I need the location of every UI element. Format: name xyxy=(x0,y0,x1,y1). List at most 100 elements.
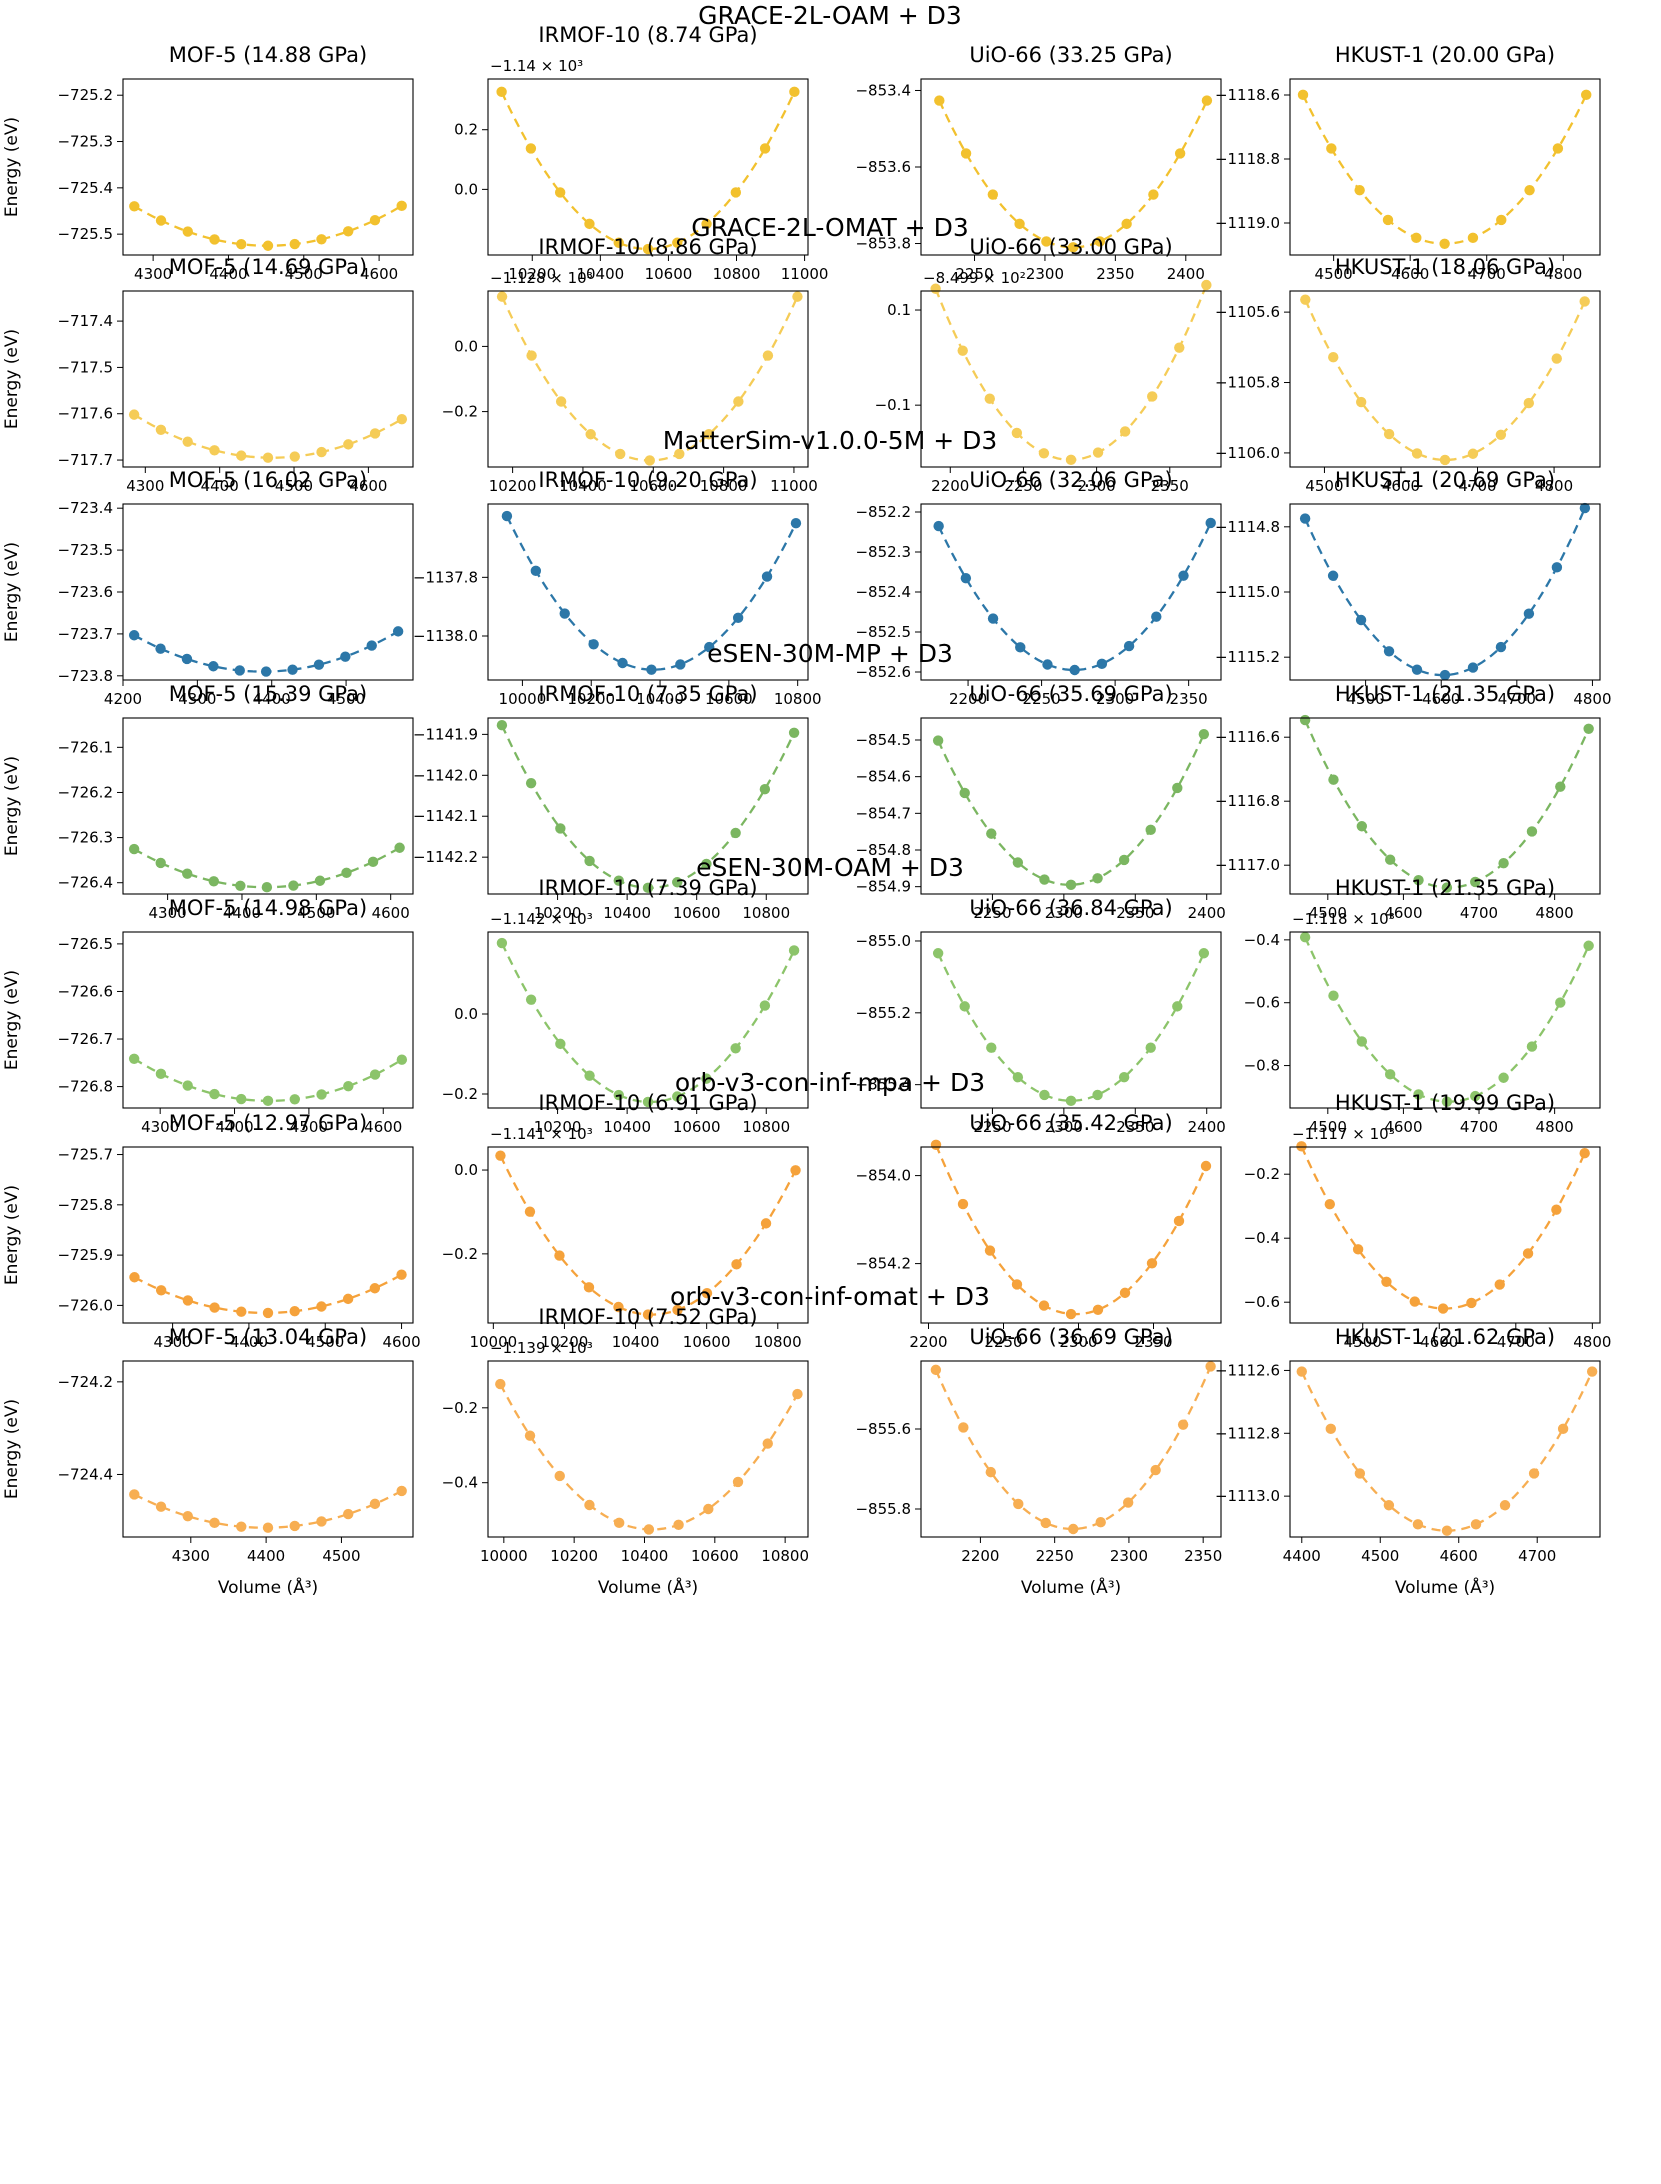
data-point xyxy=(1470,1090,1481,1102)
panel-title: HKUST-1 (21.35 GPa) xyxy=(1335,876,1555,900)
x-tick-label: 2400 xyxy=(1188,904,1226,922)
data-point xyxy=(1441,882,1453,893)
fit-curve xyxy=(500,91,796,251)
data-point xyxy=(341,867,352,879)
x-tick-label: 4600 xyxy=(1420,1333,1458,1351)
section-3: MatterSim-v1.0.0-5M + D3 MOF-5 (16.02 GPa… xyxy=(2,426,1612,708)
data-point xyxy=(701,1288,713,1299)
data-point xyxy=(530,565,542,577)
data-point xyxy=(701,218,712,230)
section-title: orb-v3-con-inf-mpa + D3 xyxy=(675,1068,985,1097)
panel: MOF-5 (15.39 GPa)4300 4400 4500 4600−726.4−… xyxy=(2,682,414,922)
x-tick-label: 4600 xyxy=(1422,690,1460,708)
data-point xyxy=(1150,1464,1161,1476)
y-tick-label: −854.8 xyxy=(855,841,911,859)
data-point xyxy=(933,520,944,532)
fit-curve xyxy=(133,413,403,459)
data-point xyxy=(367,856,379,868)
data-point xyxy=(644,455,655,466)
data-point xyxy=(584,218,595,230)
offset-label: −1.118 × 10³ xyxy=(1292,910,1395,928)
x-tick-label: 4800 xyxy=(1536,1118,1574,1136)
data-point xyxy=(1118,1072,1130,1083)
y-tick-label: −1105.6 xyxy=(1215,303,1280,321)
panel-title: MOF-5 (14.98 GPa) xyxy=(169,896,367,920)
x-tick-label: 10600 xyxy=(673,904,721,922)
data-point xyxy=(1328,990,1339,1001)
x-tick-label: 4500 xyxy=(1309,1118,1347,1136)
panel-title: IRMOF-10 (8.74 GPa) xyxy=(538,23,757,47)
plot-frame xyxy=(1289,931,1601,1109)
data-point xyxy=(1328,774,1339,785)
data-point xyxy=(1557,1423,1569,1435)
data-point xyxy=(1200,1160,1212,1172)
plot-frame xyxy=(1289,78,1601,256)
data-point xyxy=(674,448,685,460)
y-tick-label: −726.1 xyxy=(57,738,113,756)
fit-curve xyxy=(937,733,1205,886)
x-tick-label: 4600 xyxy=(1384,1118,1422,1136)
data-point xyxy=(155,643,166,654)
y-tick-label: −726.3 xyxy=(57,829,113,847)
data-point xyxy=(672,237,683,248)
y-tick-label: −724.4 xyxy=(57,1465,113,1483)
x-tick-label: 2350 xyxy=(1170,690,1208,708)
panel: MOF-5 (14.98 GPa)4300 4400 4500 4600−726.8−… xyxy=(2,896,414,1136)
data-point xyxy=(1148,189,1159,200)
y-tick-label: −0.2 xyxy=(442,1399,478,1417)
y-tick-label: −725.4 xyxy=(57,179,113,197)
data-point xyxy=(1092,873,1103,884)
data-point xyxy=(1354,1468,1366,1479)
data-point xyxy=(1499,1500,1511,1511)
data-point xyxy=(1172,1001,1183,1012)
data-point xyxy=(288,880,299,891)
data-point xyxy=(1174,148,1186,159)
x-tick-label: 11000 xyxy=(770,477,818,495)
data-point xyxy=(762,350,774,361)
data-point xyxy=(1581,89,1592,101)
y-tick-label: 0.0 xyxy=(454,337,478,355)
data-point xyxy=(1173,1215,1185,1227)
data-point xyxy=(1413,1089,1424,1100)
x-tick-label: 4700 xyxy=(1497,1333,1535,1351)
y-tick-label: −717.6 xyxy=(57,405,113,423)
data-point xyxy=(1411,664,1423,675)
x-tick-label: 2200 xyxy=(909,1333,947,1351)
y-tick-label: −1113.0 xyxy=(1215,1487,1280,1505)
data-point xyxy=(761,571,773,582)
y-tick-label: −1118.8 xyxy=(1215,150,1280,168)
data-point xyxy=(525,777,537,789)
y-tick-label: −725.3 xyxy=(57,133,113,151)
x-tick-label: 4500 xyxy=(1309,904,1347,922)
data-point xyxy=(316,1301,327,1312)
data-point xyxy=(1065,1095,1077,1107)
data-point xyxy=(613,1301,624,1313)
x-tick-label: 4700 xyxy=(1458,477,1496,495)
plot-frame xyxy=(122,290,414,468)
x-tick-label: 4400 xyxy=(201,477,239,495)
y-tick-label: −725.9 xyxy=(57,1246,113,1264)
plot-frame xyxy=(1289,717,1601,895)
data-point xyxy=(957,345,968,356)
y-tick-label: −852.2 xyxy=(855,503,911,521)
x-tick-label: 4300 xyxy=(172,1547,210,1565)
data-point xyxy=(615,448,626,460)
x-tick-label: 4800 xyxy=(1544,265,1582,283)
data-point xyxy=(155,424,167,435)
plot-frame xyxy=(122,503,414,681)
panel-title: UiO-66 (33.00 GPa) xyxy=(969,235,1172,259)
x-tick-label: 4500 xyxy=(306,1333,344,1351)
offset-label: −1.142 × 10³ xyxy=(490,910,593,928)
data-point xyxy=(289,1520,300,1532)
data-point xyxy=(1325,1423,1337,1435)
x-tick-label: 4500 xyxy=(297,904,335,922)
y-tick-label: −726.6 xyxy=(57,982,113,1000)
y-tick-label: −855.6 xyxy=(855,1420,911,1438)
x-tick-label: 2250 xyxy=(973,904,1011,922)
x-tick-label: 10800 xyxy=(754,1333,802,1351)
data-point xyxy=(1328,352,1339,363)
data-point xyxy=(588,639,599,650)
data-point xyxy=(1122,1497,1134,1508)
x-tick-label: 4700 xyxy=(1460,904,1498,922)
